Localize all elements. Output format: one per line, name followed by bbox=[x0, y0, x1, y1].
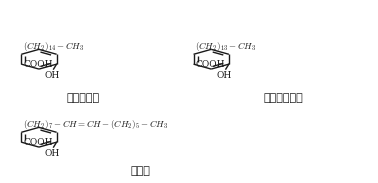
Text: OH: OH bbox=[216, 71, 232, 80]
Text: OH: OH bbox=[44, 149, 59, 158]
Text: $(CH_2)_{13}-CH_3$: $(CH_2)_{13}-CH_3$ bbox=[195, 40, 256, 53]
Text: 氮化白果亞酸: 氮化白果亞酸 bbox=[263, 93, 303, 103]
Text: 白果酸: 白果酸 bbox=[131, 166, 151, 176]
Text: COOH: COOH bbox=[195, 60, 225, 69]
Text: $(CH_2)_{14}-CH_3$: $(CH_2)_{14}-CH_3$ bbox=[23, 40, 84, 53]
Text: COOH: COOH bbox=[23, 138, 53, 147]
Text: COOH: COOH bbox=[23, 60, 53, 69]
Text: 氮化白果酸: 氮化白果酸 bbox=[67, 93, 100, 103]
Text: $(CH_2)_7-CH=CH-(CH_2)_5-CH_3$: $(CH_2)_7-CH=CH-(CH_2)_5-CH_3$ bbox=[23, 118, 168, 131]
Text: OH: OH bbox=[44, 71, 59, 80]
